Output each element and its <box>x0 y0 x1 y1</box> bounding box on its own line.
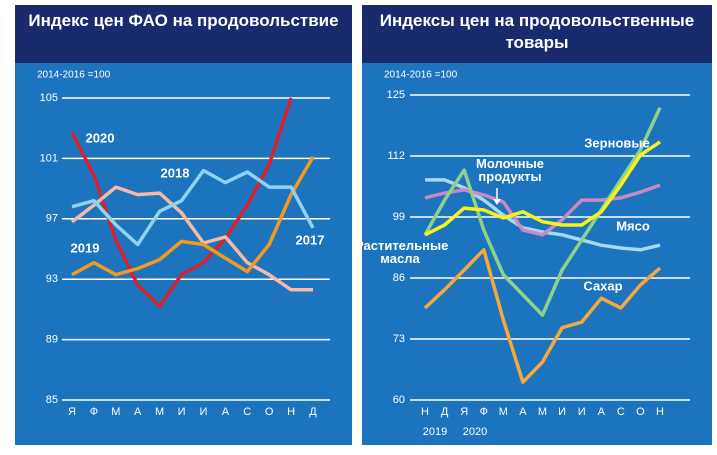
y-tick-label: 101 <box>40 152 58 164</box>
x-tick-label: А <box>598 406 606 418</box>
y-tick-label: 85 <box>46 394 58 406</box>
series-label: Сахар <box>583 278 623 294</box>
y-tick-label: 73 <box>393 333 405 345</box>
chart-subtitle: 2014-2016 =100 <box>384 70 458 81</box>
series-line <box>423 248 662 384</box>
series-line <box>70 185 313 292</box>
series-label: Растительные масла <box>355 238 449 266</box>
x-tick-label: И <box>578 406 586 418</box>
x-tick-label: О <box>636 406 645 418</box>
year-label: 2019 <box>423 426 447 438</box>
series-line <box>424 140 661 237</box>
panel-header <box>362 5 712 63</box>
x-tick-label: А <box>134 406 142 418</box>
series-label: Мясо <box>616 218 650 234</box>
x-tick-label: Н <box>421 406 429 418</box>
x-tick-label: Ф <box>480 406 488 418</box>
series-label: Зерновые <box>584 135 650 151</box>
x-tick-label: И <box>178 406 186 418</box>
x-tick-label: Я <box>68 406 76 418</box>
x-tick-label: М <box>499 406 508 418</box>
y-tick-label: 89 <box>46 334 58 346</box>
x-tick-label: М <box>111 406 120 418</box>
plot-background <box>15 63 352 445</box>
panel-header <box>15 5 352 63</box>
chart-title: Индекс цен ФАО на продовольствие <box>28 11 339 30</box>
x-tick-label: Д <box>309 406 317 418</box>
x-tick-label: М <box>538 406 547 418</box>
chart-title: Индексы цен на продовольственные товары <box>379 11 695 52</box>
series-label: 2017 <box>295 232 325 248</box>
y-tick-label: 99 <box>393 211 405 223</box>
chart-subtitle: 2014-2016 =100 <box>37 70 111 81</box>
y-tick-label: 60 <box>393 394 405 406</box>
y-tick-label: 105 <box>40 92 58 104</box>
series-line <box>425 178 661 252</box>
x-tick-label: Н <box>656 406 664 418</box>
series-label: 2018 <box>160 165 190 181</box>
series-label: Молочные продукты <box>476 156 544 184</box>
x-tick-label: М <box>155 406 164 418</box>
y-tick-label: 93 <box>46 273 58 285</box>
x-tick-label: Я <box>460 406 468 418</box>
series-line <box>71 168 315 247</box>
series-line <box>71 156 315 277</box>
x-tick-label: О <box>265 406 274 418</box>
y-tick-label: 112 <box>387 150 405 162</box>
x-tick-label: Н <box>287 406 295 418</box>
y-tick-label: 86 <box>393 272 405 284</box>
series-line <box>423 106 662 317</box>
series-label: 2019 <box>70 240 100 256</box>
x-tick-label: И <box>558 406 566 418</box>
x-tick-label: С <box>243 406 251 418</box>
series-line <box>424 183 661 237</box>
label-arrowhead <box>493 199 501 205</box>
x-tick-label: Ф <box>90 406 98 418</box>
x-tick-label: С <box>617 406 625 418</box>
year-label: 2020 <box>463 426 487 438</box>
x-tick-label: И <box>200 406 208 418</box>
plot-background <box>362 63 712 445</box>
x-tick-label: А <box>519 406 527 418</box>
x-tick-label: Д <box>441 406 449 418</box>
y-tick-label: 125 <box>387 89 405 101</box>
x-tick-label: А <box>222 406 230 418</box>
y-tick-label: 97 <box>46 213 58 225</box>
series-label: 2020 <box>85 130 115 146</box>
